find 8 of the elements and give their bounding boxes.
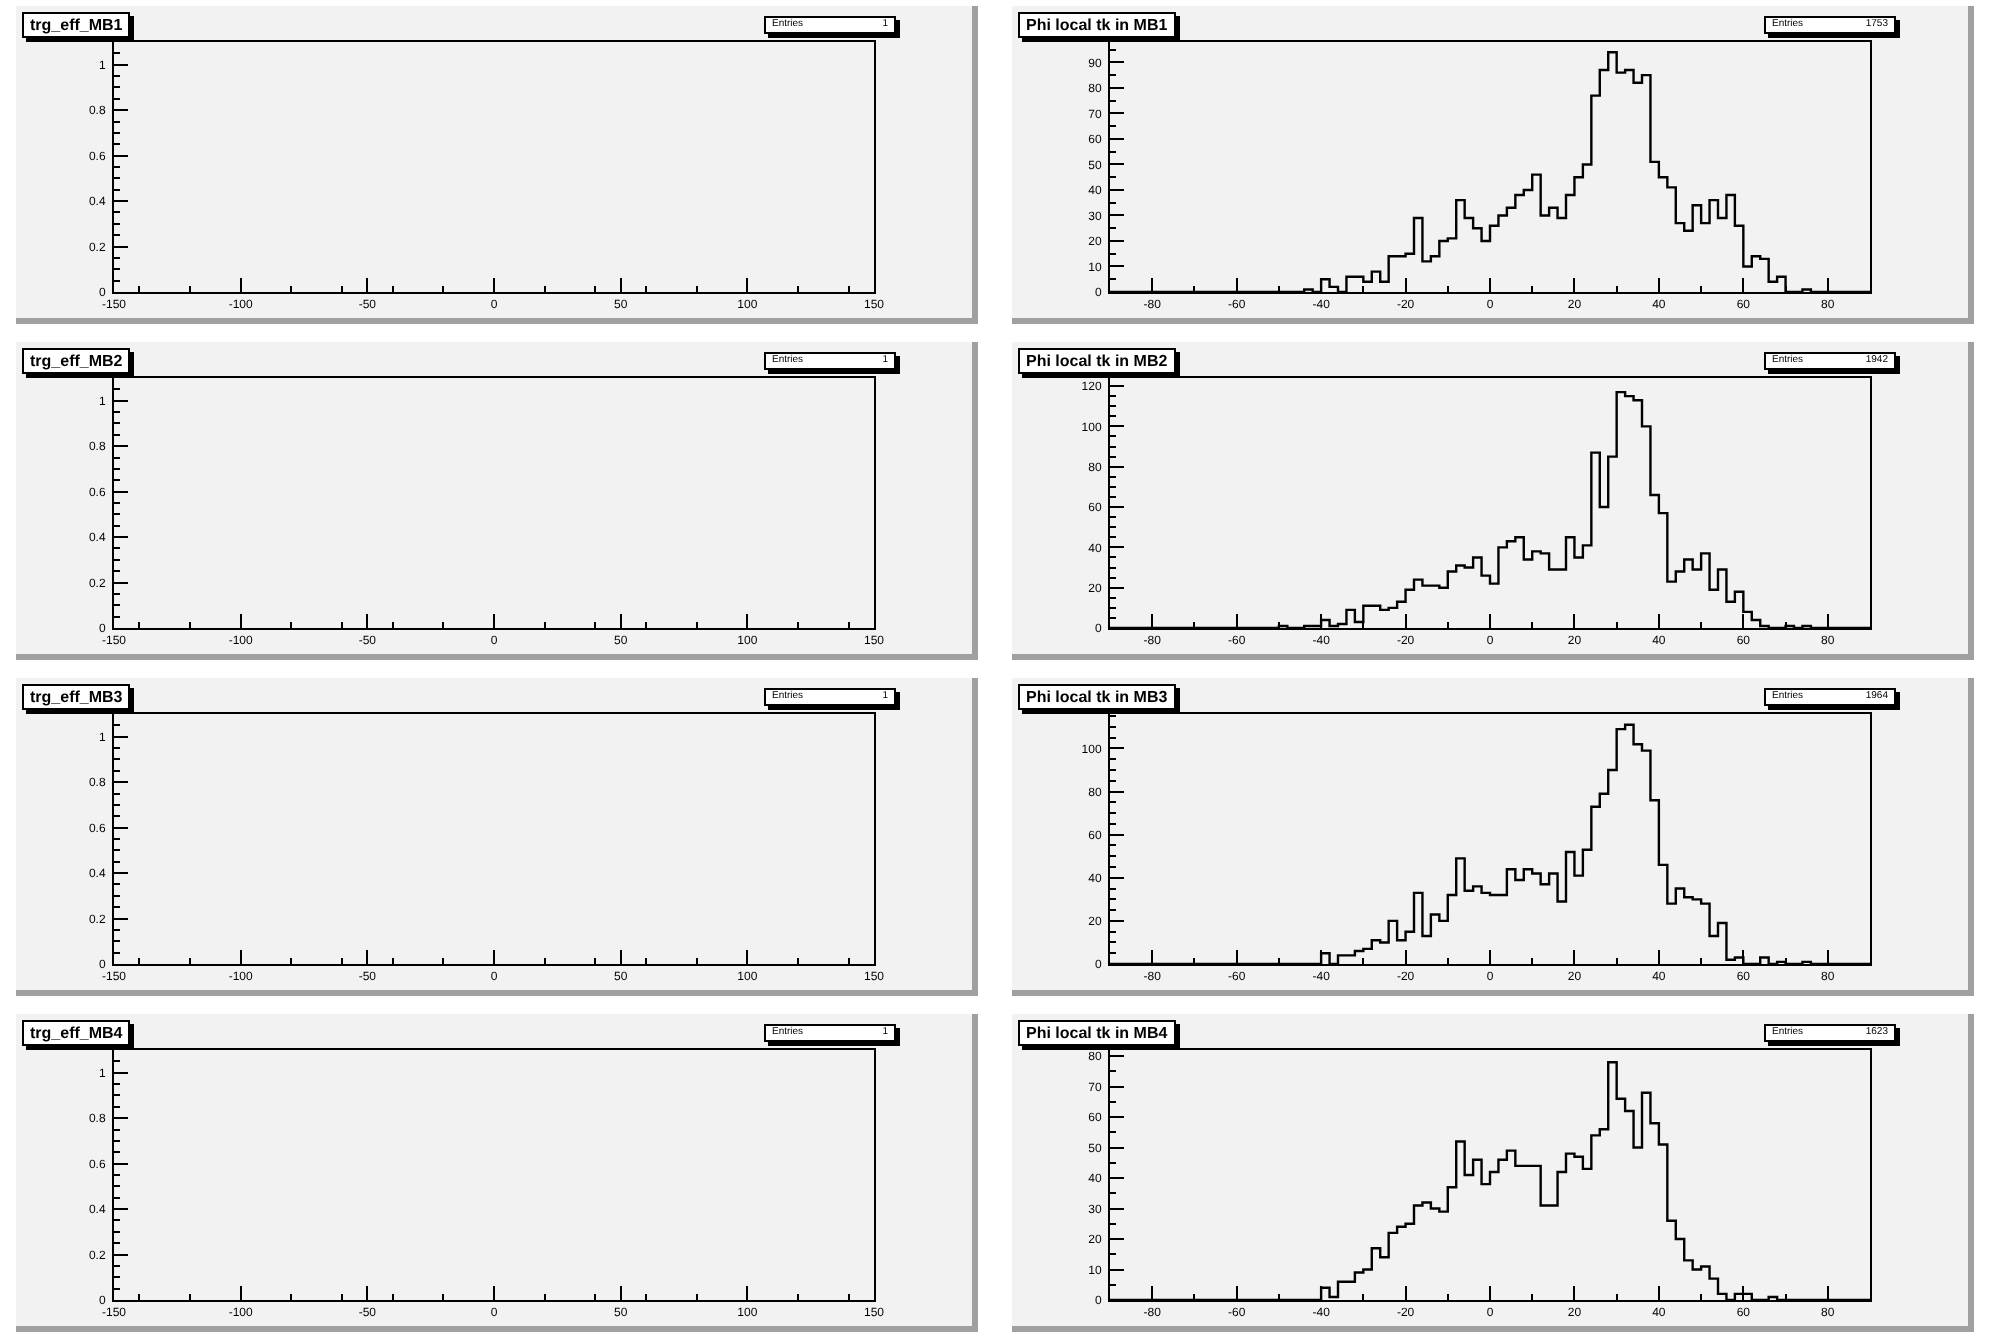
chart-title: Phi local tk in MB4 [1018,1020,1176,1046]
chart-title: trg_eff_MB4 [22,1020,131,1046]
chart-title: Phi local tk in MB1 [1018,12,1176,38]
chart-title: trg_eff_MB2 [22,348,131,374]
chart-title: Phi local tk in MB2 [1018,348,1176,374]
chart-title: Phi local tk in MB3 [1018,684,1176,710]
chart-title: trg_eff_MB1 [22,12,131,38]
chart-title: trg_eff_MB3 [22,684,131,710]
